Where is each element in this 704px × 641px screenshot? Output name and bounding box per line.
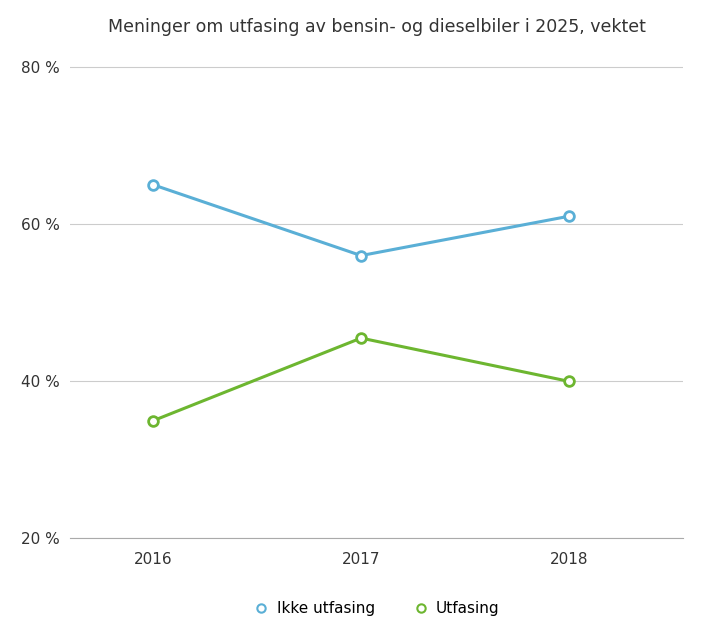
Utfasing <box>565 378 573 385</box>
Utfasing <box>149 417 158 424</box>
Line: Ikke utfasing: Ikke utfasing <box>149 180 574 260</box>
Title: Meninger om utfasing av bensin- og dieselbiler i 2025, vektet: Meninger om utfasing av bensin- og diese… <box>108 18 646 36</box>
Ikke utfasing <box>357 252 365 260</box>
Ikke utfasing <box>149 181 158 188</box>
Utfasing <box>357 334 365 342</box>
Ikke utfasing <box>565 212 573 220</box>
Line: Utfasing: Utfasing <box>149 333 574 426</box>
Legend: Ikke utfasing, Utfasing: Ikke utfasing, Utfasing <box>248 595 505 622</box>
